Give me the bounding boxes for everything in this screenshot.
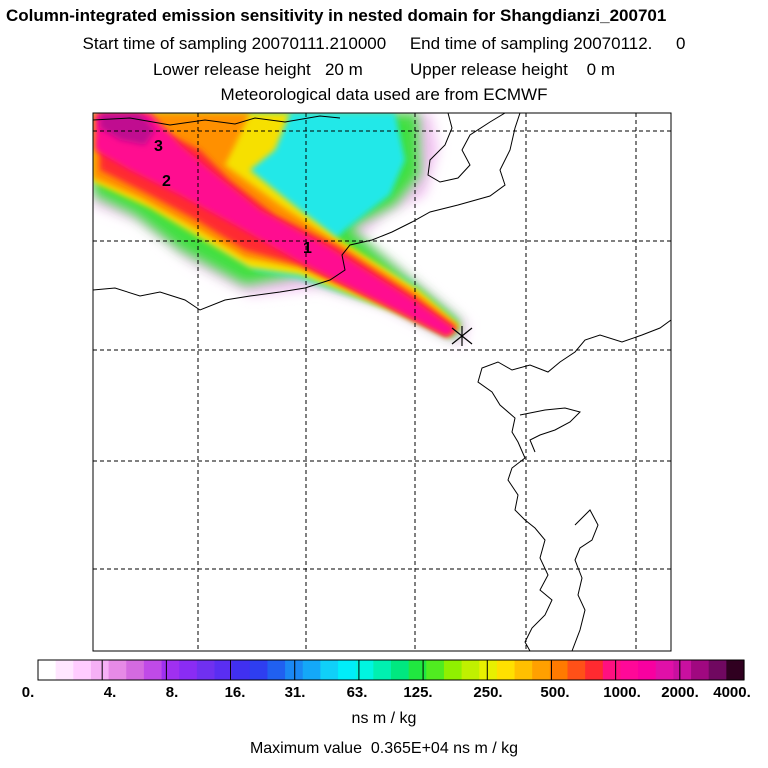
plume-footprint	[93, 113, 468, 345]
colorbar-swatch	[232, 660, 251, 680]
coastlines	[93, 113, 671, 651]
receptor-marker	[451, 326, 473, 346]
coast-shandong	[519, 407, 581, 453]
coast-east	[571, 509, 599, 651]
colorbar-swatch	[355, 660, 374, 680]
plume-label: 2	[162, 173, 171, 190]
colorbar-swatch	[73, 660, 92, 680]
release-height-line: Lower release height 20 m Upper release …	[152, 60, 616, 79]
plume-label: 1	[303, 240, 312, 257]
colorbar-units: ns m / kg	[351, 710, 417, 727]
colorbar-swatch	[549, 660, 569, 680]
sampling-time-line: Start time of sampling 20070111.210000 E…	[82, 34, 686, 53]
colorbar-swatch	[514, 660, 533, 680]
colorbar-swatch	[532, 660, 551, 680]
colorbar-swatch	[338, 660, 357, 680]
colorbar-swatch	[691, 660, 710, 680]
colorbar-tick-label: 8.	[165, 684, 179, 701]
colorbar-swatch	[620, 660, 639, 680]
colorbar-swatch	[673, 660, 692, 680]
colorbar-swatch	[461, 660, 480, 680]
colorbar-swatch	[267, 660, 286, 680]
colorbar-swatch	[638, 660, 657, 680]
colorbar-swatch	[479, 660, 498, 680]
colorbar-tick-label: 500.	[540, 684, 570, 701]
colorbar-tick-label: 4.	[103, 684, 117, 701]
colorbar-tick-label: 1000.	[603, 684, 641, 701]
colorbar-swatch	[302, 660, 321, 680]
colorbar-swatch	[320, 660, 339, 680]
colorbar	[37, 659, 745, 681]
colorbar-tick-label: 2000.	[661, 684, 699, 701]
colorbar-swatch	[602, 660, 622, 680]
plume-labels: 1 2 3	[154, 138, 312, 257]
max-value-text: Maximum value 0.365E+04 ns m / kg	[249, 740, 519, 757]
border-line-west	[93, 113, 521, 311]
colorbar-swatch	[38, 660, 57, 680]
colorbar-swatch	[726, 660, 745, 680]
colorbar-tick-label: 63.	[346, 684, 368, 701]
colorbar-swatch	[285, 660, 304, 680]
coast-korea	[477, 319, 671, 651]
colorbar-swatch	[373, 660, 392, 680]
colorbar-tick-label: 125.	[403, 684, 433, 701]
colorbar-swatch	[585, 660, 604, 680]
map-frame	[92, 112, 672, 652]
colorbar-swatch	[655, 660, 674, 680]
colorbar-swatch	[496, 660, 516, 680]
plume-label: 3	[154, 138, 163, 155]
colorbar-swatch	[90, 660, 110, 680]
colorbar-tick-label: 250.	[473, 684, 503, 701]
map-grid	[93, 113, 671, 651]
coast-bay	[427, 113, 506, 183]
colorbar-tick-label: 0.	[21, 684, 35, 701]
colorbar-swatch	[426, 660, 445, 680]
colorbar-swatch	[161, 660, 180, 680]
colorbar-swatch	[126, 660, 145, 680]
colorbar-swatch	[214, 660, 233, 680]
colorbar-swatch	[443, 660, 463, 680]
colorbar-frame	[37, 659, 745, 681]
colorbar-swatch	[179, 660, 198, 680]
colorbar-swatch	[408, 660, 427, 680]
met-data-line: Meteorological data used are from ECMWF	[220, 85, 548, 104]
colorbar-tick-label: 16.	[224, 684, 246, 701]
colorbar-swatch	[708, 660, 727, 680]
plume-band-magenta	[95, 113, 456, 336]
plume-band-core	[100, 113, 155, 145]
chart-title: Column-integrated emission sensitivity i…	[6, 6, 667, 25]
colorbar-swatch	[567, 660, 586, 680]
colorbar-tick-label: 4000.	[713, 684, 751, 701]
colorbar-swatch	[391, 660, 410, 680]
border-line-north	[93, 115, 341, 126]
colorbar-tick-label: 31.	[284, 684, 306, 701]
colorbar-swatch	[108, 660, 127, 680]
colorbar-swatch	[196, 660, 216, 680]
colorbar-swatch	[249, 660, 269, 680]
colorbar-swatch	[143, 660, 163, 680]
colorbar-swatch	[55, 660, 74, 680]
